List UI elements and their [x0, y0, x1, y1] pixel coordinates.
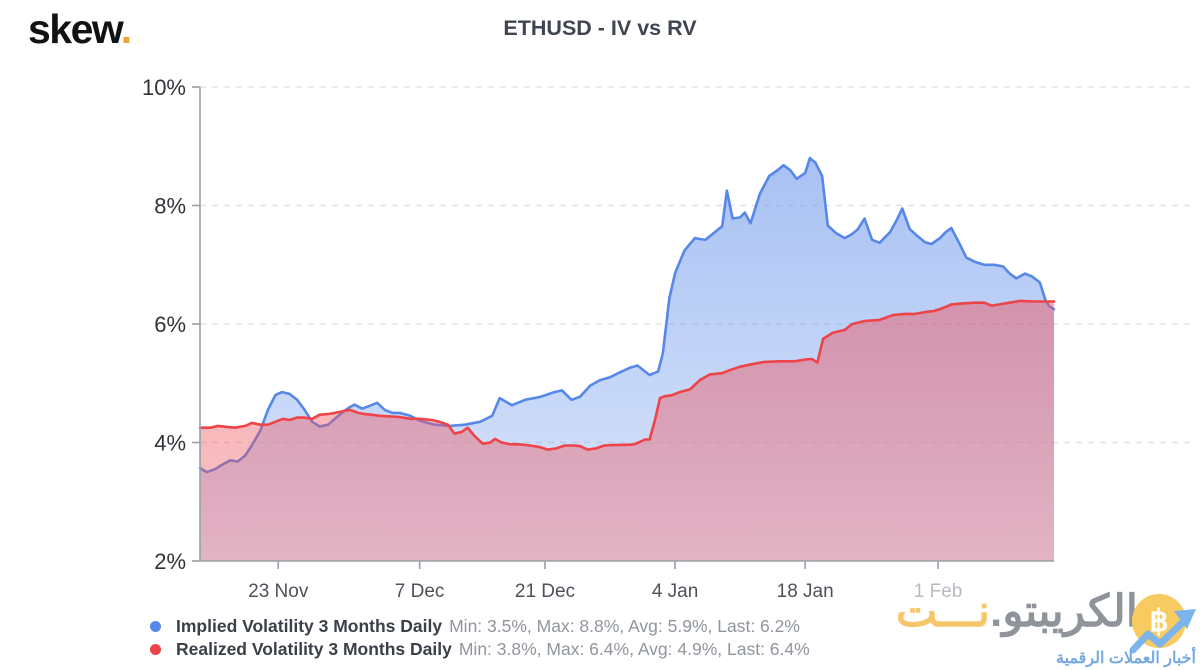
skew-logo: skew.	[28, 6, 132, 53]
chart-canvas: 10% 8% 6% 4% 2% 23 Nov 7 Dec 21 Dec 4 Jan 18 Jan 1…	[142, 75, 1190, 602]
legend-item-implied-volatility[interactable]: Implied Volatility 3 Months Daily Min: 3…	[150, 615, 810, 638]
y-tick-label: 2%	[154, 549, 186, 574]
chart-legend: Implied Volatility 3 Months Daily Min: 3…	[150, 615, 810, 661]
legend-stats-iv: Min: 3.5%, Max: 8.8%, Avg: 5.9%, Last: 6…	[449, 616, 800, 636]
x-tick-label: 18 Jan	[777, 581, 834, 602]
chart-title: ETHUSD - IV vs RV	[503, 16, 697, 40]
legend-label-rv: Realized Volatility 3 Months Daily	[176, 639, 452, 659]
watermark-tagline: أخبار العملات الرقمية	[1055, 650, 1196, 667]
watermark-brand-text: الكريبتو.نـــت	[896, 582, 1138, 642]
y-tick-label: 8%	[154, 194, 186, 219]
legend-stats-rv: Min: 3.8%, Max: 6.4%, Avg: 4.9%, Last: 6…	[458, 639, 810, 659]
watermark-brand-gray: الكريبتو.	[990, 587, 1138, 636]
logo-dot: .	[120, 6, 132, 52]
alkrypto-watermark: الكريبتو.نـــت ฿ أخبار العملات الرقمية	[860, 587, 1200, 670]
watermark-brand-yellow: نـــت	[895, 587, 991, 636]
x-tick-label: 1 Feb	[914, 581, 963, 602]
x-tick-label: 21 Dec	[515, 581, 575, 602]
volatility-area-chart: 10% 8% 6% 4% 2% 23 Nov 7 Dec 21 Dec 4 Jan 18 Jan 1…	[142, 75, 1190, 602]
series-line-1	[198, 299, 1056, 451]
bitcoin-symbol: ฿	[1149, 604, 1169, 638]
uptrend-arrow-icon	[1129, 609, 1196, 654]
y-tick-label: 6%	[154, 312, 186, 337]
y-tick-label: 10%	[142, 75, 186, 100]
legend-label-iv: Implied Volatility 3 Months Daily	[176, 616, 443, 636]
x-tick-label: 7 Dec	[395, 581, 445, 602]
legend-item-realized-volatility[interactable]: Realized Volatility 3 Months Daily Min: …	[150, 638, 810, 661]
series-area-1	[200, 300, 1054, 561]
legend-marker-iv-icon	[150, 621, 161, 632]
logo-text: skew	[28, 6, 122, 52]
legend-marker-rv-icon	[150, 644, 161, 655]
y-tick-label: 4%	[154, 431, 186, 456]
x-tick-label: 23 Nov	[248, 581, 309, 602]
x-tick-label: 4 Jan	[652, 581, 698, 602]
